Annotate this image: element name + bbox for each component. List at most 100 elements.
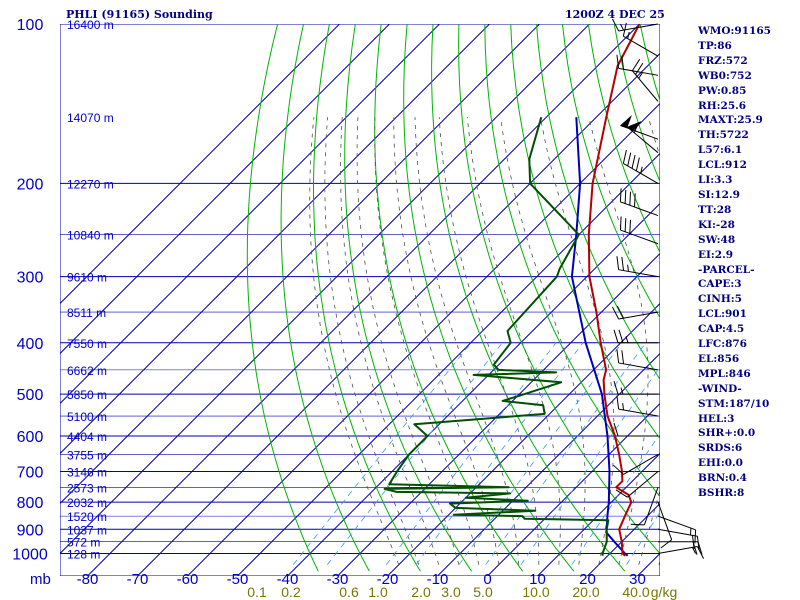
isotherm-line	[537, 452, 660, 576]
wind-barb	[657, 546, 705, 559]
temperature-tick-label: 10	[529, 571, 546, 588]
height-label: 16400 m	[67, 18, 114, 32]
index-item: CAP:4.5	[698, 323, 745, 336]
wind-barb-staff	[643, 487, 659, 526]
wind-barb-feather	[627, 152, 632, 167]
dry-adiabat	[510, 24, 660, 440]
stability-indices-panel: WMO:91165 TP:86 FRZ:572 WB0:752 PW:0.85 RH:25…	[698, 24, 771, 501]
height-label: 9610 m	[67, 271, 107, 285]
moist-adiabat	[324, 117, 420, 565]
wind-barb-staff	[657, 515, 696, 531]
wind-barb-feather	[631, 59, 641, 72]
height-label: 6662 m	[67, 364, 107, 378]
wind-barb-feather	[621, 256, 625, 271]
index-item: -WIND-	[698, 382, 742, 395]
moist-adiabat	[500, 117, 586, 565]
index-item: TH:5722	[698, 129, 749, 142]
index-item: LCL:901	[698, 308, 747, 321]
index-item: CAPE:3	[698, 278, 742, 291]
height-label: 2573 m	[67, 481, 107, 495]
wind-barb	[626, 121, 659, 154]
background-grid	[60, 24, 660, 576]
index-item: BSHR:8	[698, 487, 745, 500]
dry-adiabat	[458, 24, 660, 555]
wind-barb-feather	[616, 54, 620, 69]
pressure-tick-label: 200	[17, 176, 44, 193]
dry-adiabat	[431, 24, 626, 572]
parcel-trace	[570, 117, 629, 557]
index-item: STM:187/10	[698, 397, 770, 410]
index-item: HEL:3	[698, 412, 735, 425]
wind-barb-staff	[618, 362, 659, 371]
wind-barb	[657, 515, 697, 544]
wind-barb-feather	[660, 539, 672, 549]
wind-barb-staff	[631, 70, 659, 102]
temperature-trace	[587, 24, 641, 557]
moist-adiabat	[340, 117, 440, 565]
wind-barb-feather	[613, 329, 619, 343]
mixing-ratio-label: 0.2	[281, 584, 301, 600]
index-item: SRDS:6	[698, 442, 743, 455]
wind-barb-feather	[616, 349, 620, 363]
chart-title: PHLI (91165) Sounding	[66, 8, 213, 21]
wind-barb	[616, 395, 659, 417]
height-label: 12270 m	[67, 177, 114, 191]
height-label: 3755 m	[67, 448, 107, 462]
isotherm-line	[60, 24, 490, 455]
moist-adiabat	[540, 117, 615, 565]
wind-barb-feather	[611, 306, 620, 320]
pressure-unit-label: mb	[30, 571, 51, 588]
wind-barb	[616, 54, 659, 76]
wind-barb-staff	[657, 528, 698, 537]
temperature-tick-label: -40	[277, 571, 299, 588]
pressure-tick-label: 100	[17, 17, 44, 34]
wind-barb-feather	[692, 541, 698, 555]
wind-barb-feather	[622, 22, 627, 37]
wind-barb	[631, 59, 659, 102]
mixing-ratio-label: 20.0	[572, 584, 599, 600]
dry-adiabat	[561, 24, 660, 319]
mixing-ratio-line	[385, 342, 557, 565]
temperature-tick-label: -10	[427, 571, 449, 588]
wind-barb-feather	[619, 216, 622, 231]
wind-barb	[613, 422, 658, 437]
wind-barb	[613, 329, 658, 344]
height-label: 3146 m	[67, 465, 107, 479]
index-item: KI:-28	[698, 218, 735, 231]
index-item: WMO:91165	[698, 25, 771, 37]
wind-barb	[658, 541, 703, 555]
index-item: -PARCEL-	[698, 263, 755, 276]
wind-barb	[630, 487, 659, 526]
wind-barb-feather	[616, 395, 620, 410]
wind-barb-feather	[624, 218, 627, 232]
wind-barb	[619, 188, 659, 217]
index-item: TT:28	[698, 203, 732, 216]
wind-barb-feather	[697, 541, 703, 555]
isotherm-line	[60, 24, 440, 405]
mixing-ratio-label: 2.0	[411, 584, 431, 600]
wind-barb-feather	[619, 188, 622, 202]
wind-barb-feather	[635, 157, 640, 172]
wind-barb-feather	[694, 529, 697, 544]
isotherm-line	[287, 202, 660, 576]
height-label: 5850 m	[67, 388, 107, 402]
height-label: 1520 m	[67, 510, 107, 524]
height-label: 7550 m	[67, 337, 107, 351]
moist-adiabat	[309, 117, 400, 565]
wind-barb-feather	[634, 193, 636, 208]
moist-adiabat	[393, 117, 500, 565]
wind-barb-half-feather	[633, 126, 638, 133]
index-item: MPL:846	[698, 367, 751, 380]
wind-barb-feather	[629, 219, 631, 234]
isotherm-line	[60, 24, 540, 505]
wind-barb	[619, 115, 659, 140]
height-label: 8511 m	[67, 306, 106, 320]
index-item: EHI:0.0	[698, 457, 743, 470]
pressure-tick-label: 500	[17, 387, 44, 404]
pressure-tick-label: 700	[17, 464, 44, 481]
index-item: SHR+:0.0	[698, 427, 756, 440]
wind-barb-column	[611, 18, 705, 559]
pressure-tick-label: 1000	[12, 547, 48, 564]
isotherm-line	[437, 352, 660, 576]
